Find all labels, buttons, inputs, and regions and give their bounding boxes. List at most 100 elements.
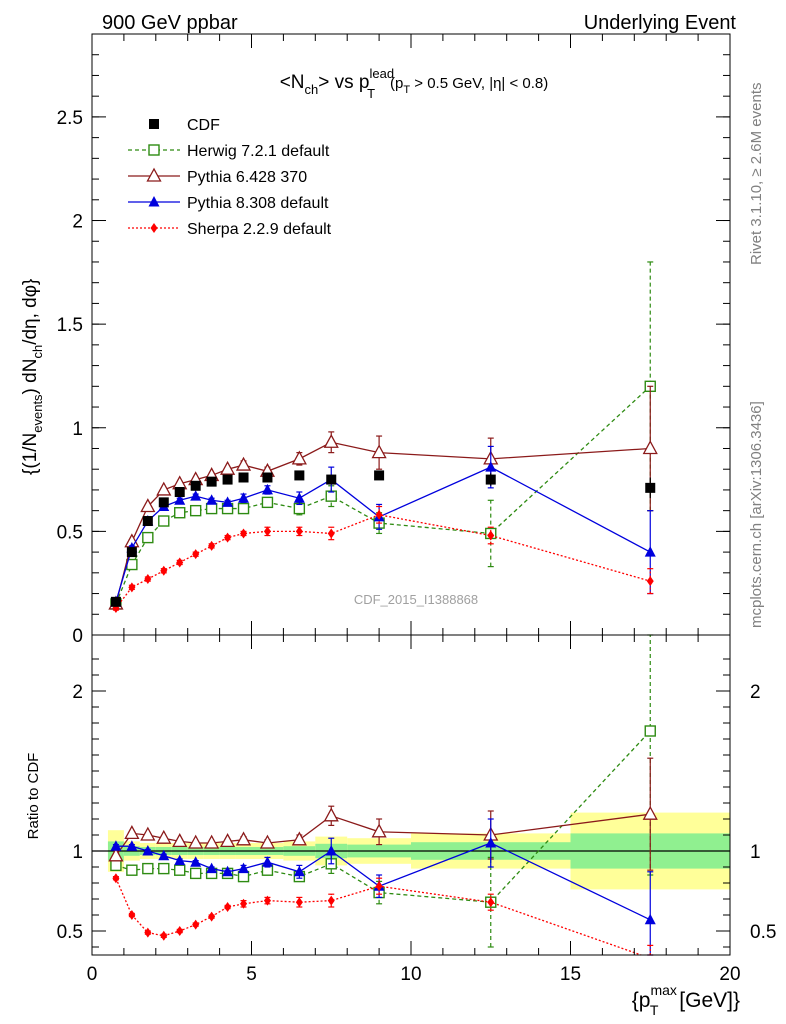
ratio-point bbox=[323, 807, 339, 822]
data-point bbox=[189, 504, 202, 517]
ratio-point bbox=[174, 854, 186, 866]
data-point bbox=[645, 482, 656, 493]
main-title: <Nch> vs plead T(pT > 0.5 GeV, |η| < 0.8) bbox=[280, 66, 549, 101]
ratio-frame bbox=[91, 634, 731, 956]
data-point bbox=[174, 487, 185, 498]
ratio-y-tick-label: 1 bbox=[72, 842, 83, 863]
series-herwig-7-2-1-default bbox=[110, 261, 656, 610]
ratio-point bbox=[206, 862, 218, 874]
main-ticks: 0 0.5 1 1.5 2 2.5 bbox=[57, 34, 731, 647]
ratio-y-tick-label: 0.5 bbox=[57, 922, 83, 943]
data-point bbox=[190, 480, 201, 491]
data-point bbox=[371, 444, 387, 459]
ratio-point bbox=[140, 826, 156, 841]
ratio-series-herwig-7-2-1-default bbox=[110, 634, 656, 948]
series-pythia-6-428-370 bbox=[108, 385, 658, 610]
data-point bbox=[263, 526, 271, 537]
data-point bbox=[375, 509, 383, 520]
ratio-xlabel: {pmax T [GeV]} bbox=[632, 982, 740, 1018]
legend-label: Sherpa 2.2.9 default bbox=[187, 221, 332, 238]
data-point bbox=[156, 481, 172, 496]
ratio-point bbox=[176, 926, 184, 936]
ratio-point bbox=[112, 873, 120, 884]
ylabel-part-4: ch bbox=[30, 345, 45, 359]
ratio-point bbox=[293, 865, 305, 877]
ratio-panel bbox=[92, 812, 730, 890]
x-tick-label: 0 bbox=[87, 964, 98, 985]
y-tick-label: 1 bbox=[72, 419, 83, 440]
ratio-point bbox=[485, 837, 497, 848]
data-point bbox=[293, 502, 306, 515]
ratio-series-pythia-6-428-370 bbox=[108, 757, 658, 871]
ratio-ylabel: Ratio to CDF bbox=[25, 753, 42, 840]
legend-marker bbox=[149, 119, 159, 129]
ratio-point bbox=[108, 847, 124, 862]
data-point bbox=[235, 456, 252, 471]
data-point bbox=[142, 516, 153, 527]
data-point bbox=[644, 546, 656, 557]
rivet-label: Rivet 3.1.10, ≥ 2.6M events bbox=[748, 83, 765, 266]
data-point bbox=[160, 565, 168, 576]
y-tick-label: 0 bbox=[72, 626, 83, 647]
data-point bbox=[126, 547, 137, 558]
legend-item: Pythia 6.428 370 bbox=[128, 167, 307, 186]
x-tick-label: 20 bbox=[719, 964, 740, 985]
ratio-point bbox=[644, 725, 656, 737]
data-point bbox=[240, 528, 248, 539]
data-point bbox=[192, 549, 200, 560]
series-line-sherpa-2-2-9-default bbox=[115, 514, 651, 609]
data-point bbox=[224, 532, 232, 543]
data-point bbox=[325, 490, 337, 502]
data-point bbox=[128, 582, 136, 593]
data-point bbox=[327, 528, 335, 539]
x-tick-label: 5 bbox=[246, 964, 257, 985]
title-p-sup: lead bbox=[370, 66, 395, 81]
ylabel-part-1: {(1/N bbox=[20, 433, 41, 475]
legend-marker bbox=[150, 223, 158, 233]
ratio-point bbox=[160, 930, 168, 941]
ratio-point bbox=[291, 831, 307, 846]
legend-label: Pythia 6.428 370 bbox=[187, 169, 307, 186]
ratio-point bbox=[124, 825, 140, 840]
xlabel-rest: [GeV]} bbox=[673, 989, 740, 1012]
ylabel-part-3: ) dN bbox=[20, 359, 41, 395]
data-point bbox=[144, 574, 152, 585]
legend-label: CDF bbox=[187, 117, 220, 134]
title-cut: (p bbox=[390, 75, 403, 92]
data-point bbox=[190, 490, 202, 501]
data-point bbox=[646, 576, 654, 587]
ratio-point bbox=[126, 840, 138, 851]
data-point bbox=[261, 496, 274, 509]
xlabel-sub: T bbox=[650, 1002, 659, 1018]
ratio-point bbox=[192, 919, 200, 930]
ratio-point bbox=[174, 864, 186, 876]
legend-item: Pythia 8.308 default bbox=[128, 195, 329, 212]
header-right: Underlying Event bbox=[584, 12, 737, 34]
data-point bbox=[206, 476, 217, 487]
legend-label: Herwig 7.2.1 default bbox=[187, 143, 330, 160]
ratio-point bbox=[142, 862, 154, 875]
ylabel-part-2: events bbox=[30, 394, 45, 433]
series-sherpa-2-2-9-default bbox=[112, 505, 654, 614]
ratio-point bbox=[172, 833, 188, 848]
data-point bbox=[374, 470, 385, 481]
title-p-sub: T bbox=[367, 86, 375, 101]
data-point bbox=[238, 472, 249, 483]
data-point bbox=[174, 494, 186, 505]
ratio-point bbox=[189, 867, 202, 880]
ratio-point bbox=[371, 823, 387, 838]
main-ylabel: {(1/Nevents) dNch/dη, dφ} bbox=[20, 279, 45, 475]
legend-label: Pythia 8.308 default bbox=[187, 195, 329, 212]
data-point bbox=[110, 596, 121, 607]
x-tick-label: 10 bbox=[400, 964, 421, 985]
ratio-point bbox=[208, 911, 216, 922]
ratio-point bbox=[259, 834, 276, 849]
ratio-series-sherpa-2-2-9-default bbox=[112, 873, 654, 956]
data-point bbox=[487, 530, 495, 541]
data-point bbox=[158, 497, 169, 508]
data-point bbox=[176, 557, 184, 568]
ratio-y-tick-label-right: 0.5 bbox=[750, 922, 776, 943]
data-point bbox=[205, 502, 218, 515]
data-point bbox=[294, 470, 305, 481]
